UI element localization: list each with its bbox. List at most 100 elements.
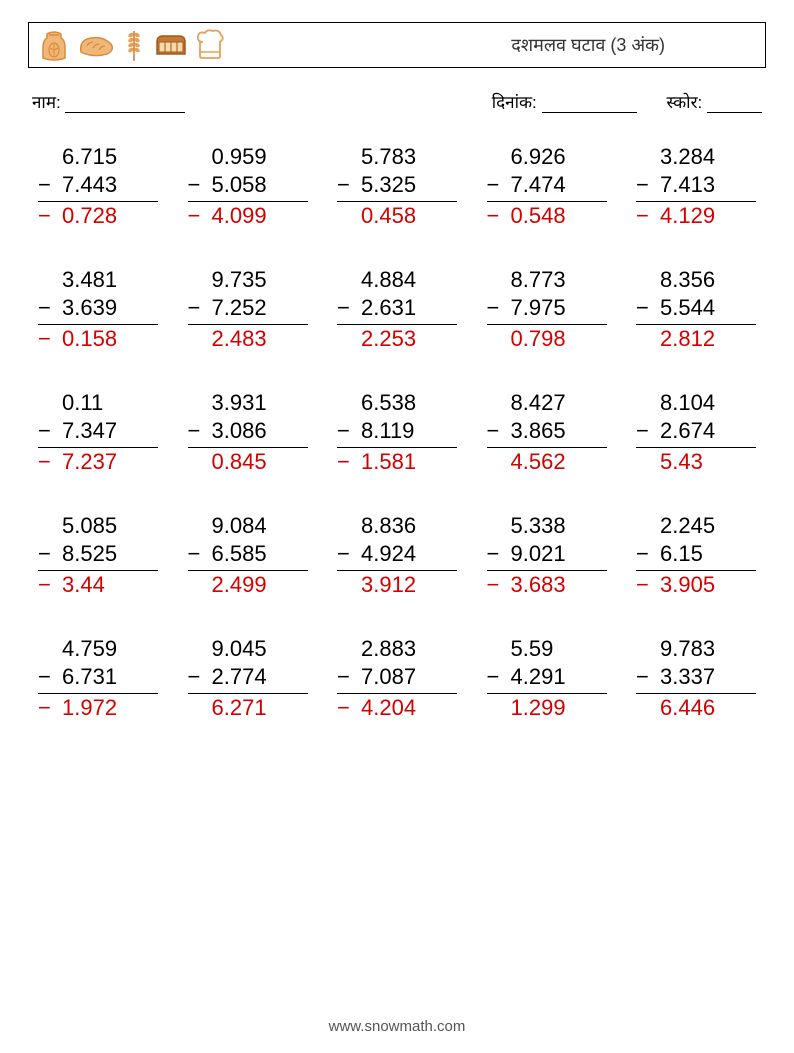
subtrahend-line: −7.252 (188, 294, 308, 322)
minuend: 5.59 (509, 636, 607, 662)
answer-sign: − (636, 572, 658, 598)
problem: 9.735−7.252 2.483 (188, 266, 308, 353)
answer: 6.446 (658, 695, 756, 721)
flour-sack-icon (39, 28, 69, 62)
bread-roll-icon (77, 32, 115, 58)
answer: 7.237 (60, 449, 158, 475)
worksheet-title: दशमलव घटाव (3 अंक) (511, 33, 665, 57)
name-label: नाम: (32, 93, 61, 112)
subtrahend-line: −6.731 (38, 663, 158, 691)
subtrahend: 7.347 (60, 418, 158, 444)
subtrahend: 8.119 (359, 418, 457, 444)
minus-sign: − (188, 418, 210, 444)
answer-line: 1.299 (487, 694, 607, 722)
problem: 9.045−2.7746.271 (188, 635, 308, 722)
minus-sign: − (487, 295, 509, 321)
answer: 3.44 (60, 572, 158, 598)
minus-sign: − (337, 418, 359, 444)
minus-sign: − (38, 172, 60, 198)
answer-sign: − (188, 203, 210, 229)
minus-sign: − (188, 541, 210, 567)
date-blank[interactable] (542, 96, 637, 113)
subtrahend: 7.252 (210, 295, 308, 321)
minuend: 3.931 (210, 390, 308, 416)
minuend-line: 3.931 (188, 389, 308, 417)
answer-line: 5.43 (636, 448, 756, 476)
answer-line: 2.483 (188, 325, 308, 353)
minuend: 8.836 (359, 513, 457, 539)
subtrahend: 7.474 (509, 172, 607, 198)
name-blank[interactable] (65, 96, 185, 113)
problem-row: 3.481−3.639−0.1589.735−7.2522.4834.884−2… (38, 266, 756, 353)
minuend-line: 5.783 (337, 143, 457, 171)
answer-line: −7.237 (38, 448, 158, 476)
subtrahend: 7.443 (60, 172, 158, 198)
header-icons (39, 27, 225, 63)
minuend: 8.104 (658, 390, 756, 416)
subtrahend-line: −3.865 (487, 417, 607, 445)
problem: 6.715−7.443−0.728 (38, 143, 158, 230)
problem: 8.104−2.674 5.43 (636, 389, 756, 476)
minuend: 8.356 (658, 267, 756, 293)
answer-line: −1.972 (38, 694, 158, 722)
minuend-line: 3.284 (636, 143, 756, 171)
answer-line: 0.798 (487, 325, 607, 353)
problem-row: 4.759−6.731−1.9729.045−2.7746.2712.883−7… (38, 635, 756, 722)
date-label: दिनांक: (492, 93, 537, 112)
answer-line: 2.253 (337, 325, 457, 353)
problem-row: 0.11−7.347−7.2373.931−3.0860.8456.538−8.… (38, 389, 756, 476)
minus-sign: − (337, 664, 359, 690)
meta-row: नाम: दिनांक: स्कोर: (28, 90, 766, 113)
minuend-line: 8.356 (636, 266, 756, 294)
minuend: 0.959 (210, 144, 308, 170)
subtrahend: 6.15 (658, 541, 756, 567)
problem: 8.427−3.8654.562 (487, 389, 607, 476)
answer-line: 0.845 (188, 448, 308, 476)
answer: 6.271 (210, 695, 308, 721)
minuend-line: 0.959 (188, 143, 308, 171)
score-blank[interactable] (707, 96, 762, 113)
minuend: 6.538 (359, 390, 457, 416)
minuend-line: 4.759 (38, 635, 158, 663)
problem: 5.085−8.525−3.44 (38, 512, 158, 599)
answer: 0.728 (60, 203, 158, 229)
subtrahend-line: −2.674 (636, 417, 756, 445)
answer-line: −0.728 (38, 202, 158, 230)
answer: 4.129 (658, 203, 756, 229)
minuend: 4.759 (60, 636, 158, 662)
problem: 8.836−4.9243.912 (337, 512, 457, 599)
minus-sign: − (188, 172, 210, 198)
minuend-line: 8.773 (487, 266, 607, 294)
problem: 5.338−9.021−3.683 (487, 512, 607, 599)
minuend: 9.084 (210, 513, 308, 539)
answer-line: −4.099 (188, 202, 308, 230)
minus-sign: − (636, 418, 658, 444)
minuend: 5.338 (509, 513, 607, 539)
minus-sign: − (636, 295, 658, 321)
answer-line: 6.446 (636, 694, 756, 722)
answer: 0.458 (359, 203, 457, 229)
answer: 4.204 (359, 695, 457, 721)
minuend: 8.773 (509, 267, 607, 293)
minuend-line: 5.338 (487, 512, 607, 540)
minuend-line: 2.245 (636, 512, 756, 540)
subtrahend: 2.674 (658, 418, 756, 444)
minuend-line: 8.427 (487, 389, 607, 417)
problem: 2.245−6.15−3.905 (636, 512, 756, 599)
subtrahend: 7.087 (359, 664, 457, 690)
answer: 2.812 (658, 326, 756, 352)
minus-sign: − (188, 664, 210, 690)
problem: 6.926−7.474−0.548 (487, 143, 607, 230)
answer: 4.099 (210, 203, 308, 229)
minuend: 8.427 (509, 390, 607, 416)
answer: 2.483 (210, 326, 308, 352)
minuend: 3.284 (658, 144, 756, 170)
minus-sign: − (636, 172, 658, 198)
minuend: 9.783 (658, 636, 756, 662)
answer-line: −4.204 (337, 694, 457, 722)
minus-sign: − (337, 295, 359, 321)
minuend: 9.735 (210, 267, 308, 293)
problem: 9.084−6.5852.499 (188, 512, 308, 599)
problem-row: 5.085−8.525−3.44 9.084−6.5852.499 8.836−4.… (38, 512, 756, 599)
minus-sign: − (487, 541, 509, 567)
